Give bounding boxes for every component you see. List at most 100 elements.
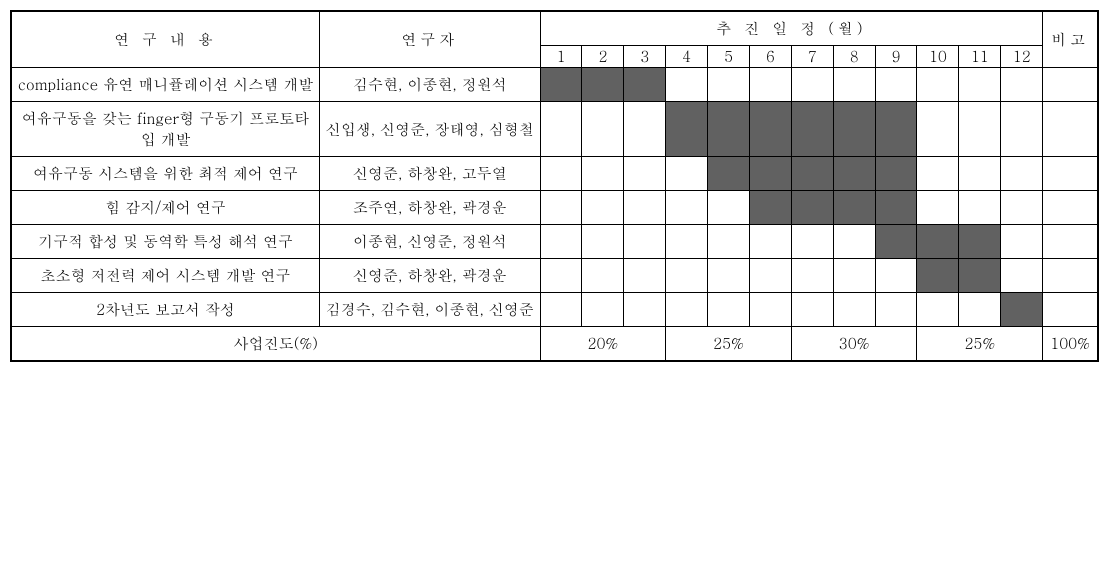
- header-researcher: 연구자: [320, 11, 540, 68]
- gantt-fill-cell: [708, 102, 750, 157]
- gantt-empty-cell: [666, 191, 708, 225]
- gantt-empty-cell: [582, 102, 624, 157]
- month-header: 5: [708, 46, 750, 68]
- month-header: 4: [666, 46, 708, 68]
- row-remark: [1043, 191, 1098, 225]
- gantt-empty-cell: [1001, 102, 1043, 157]
- row-researcher: 신영준, 하창완, 곽경운: [320, 259, 540, 293]
- table-row: 여유구동 시스템을 위한 최적 제어 연구신영준, 하창완, 고두열: [11, 157, 1098, 191]
- gantt-fill-cell: [791, 157, 833, 191]
- gantt-empty-cell: [791, 293, 833, 327]
- table-row: 기구적 합성 및 동역학 특성 해석 연구이종현, 신영준, 정원석: [11, 225, 1098, 259]
- gantt-empty-cell: [540, 293, 582, 327]
- row-remark: [1043, 225, 1098, 259]
- month-header: 7: [791, 46, 833, 68]
- gantt-empty-cell: [708, 191, 750, 225]
- gantt-empty-cell: [917, 68, 959, 102]
- row-content: 여유구동 시스템을 위한 최적 제어 연구: [11, 157, 320, 191]
- month-header: 1: [540, 46, 582, 68]
- month-header: 10: [917, 46, 959, 68]
- month-header: 12: [1001, 46, 1043, 68]
- gantt-empty-cell: [959, 68, 1001, 102]
- row-researcher: 신입생, 신영준, 장태영, 심형철: [320, 102, 540, 157]
- footer-total: 100%: [1043, 327, 1098, 362]
- gantt-empty-cell: [624, 191, 666, 225]
- gantt-empty-cell: [1001, 191, 1043, 225]
- gantt-empty-cell: [708, 293, 750, 327]
- row-researcher: 김경수, 김수현, 이종현, 신영준: [320, 293, 540, 327]
- row-content: 기구적 합성 및 동역학 특성 해석 연구: [11, 225, 320, 259]
- month-header: 2: [582, 46, 624, 68]
- gantt-fill-cell: [624, 68, 666, 102]
- table-row: 초소형 저전력 제어 시스템 개발 연구신영준, 하창완, 곽경운: [11, 259, 1098, 293]
- gantt-empty-cell: [624, 102, 666, 157]
- gantt-fill-cell: [875, 102, 917, 157]
- footer-group-value: 20%: [540, 327, 666, 362]
- row-content: 2차년도 보고서 작성: [11, 293, 320, 327]
- gantt-fill-cell: [708, 157, 750, 191]
- row-remark: [1043, 293, 1098, 327]
- gantt-empty-cell: [791, 225, 833, 259]
- gantt-empty-cell: [959, 102, 1001, 157]
- gantt-fill-cell: [833, 157, 875, 191]
- gantt-empty-cell: [791, 68, 833, 102]
- gantt-empty-cell: [582, 225, 624, 259]
- gantt-empty-cell: [917, 157, 959, 191]
- row-remark: [1043, 259, 1098, 293]
- gantt-fill-cell: [749, 102, 791, 157]
- row-remark: [1043, 157, 1098, 191]
- footer-group-value: 25%: [666, 327, 792, 362]
- gantt-empty-cell: [917, 102, 959, 157]
- gantt-empty-cell: [1001, 68, 1043, 102]
- gantt-empty-cell: [749, 293, 791, 327]
- row-content: 초소형 저전력 제어 시스템 개발 연구: [11, 259, 320, 293]
- table-footer: 사업진도(%) 20% 25% 30% 25% 100%: [11, 327, 1098, 362]
- gantt-empty-cell: [666, 259, 708, 293]
- gantt-empty-cell: [666, 157, 708, 191]
- gantt-empty-cell: [833, 225, 875, 259]
- gantt-fill-cell: [791, 191, 833, 225]
- table-row: 여유구동을 갖는 finger형 구동기 프로토타입 개발신입생, 신영준, 장…: [11, 102, 1098, 157]
- gantt-fill-cell: [875, 191, 917, 225]
- row-content: 힘 감지/제어 연구: [11, 191, 320, 225]
- gantt-empty-cell: [624, 259, 666, 293]
- gantt-empty-cell: [708, 259, 750, 293]
- gantt-empty-cell: [875, 259, 917, 293]
- gantt-empty-cell: [540, 157, 582, 191]
- gantt-empty-cell: [1001, 259, 1043, 293]
- gantt-empty-cell: [624, 225, 666, 259]
- table-row: 2차년도 보고서 작성김경수, 김수현, 이종현, 신영준: [11, 293, 1098, 327]
- table-body: compliance 유연 매니퓰레이션 시스템 개발김수현, 이종현, 정원석…: [11, 68, 1098, 327]
- gantt-empty-cell: [582, 293, 624, 327]
- row-researcher: 김수현, 이종현, 정원석: [320, 68, 540, 102]
- gantt-empty-cell: [666, 68, 708, 102]
- gantt-empty-cell: [791, 259, 833, 293]
- gantt-empty-cell: [833, 259, 875, 293]
- gantt-fill-cell: [959, 225, 1001, 259]
- month-header: 11: [959, 46, 1001, 68]
- gantt-empty-cell: [917, 191, 959, 225]
- gantt-empty-cell: [959, 157, 1001, 191]
- gantt-empty-cell: [749, 225, 791, 259]
- row-researcher: 이종현, 신영준, 정원석: [320, 225, 540, 259]
- gantt-empty-cell: [749, 259, 791, 293]
- gantt-empty-cell: [582, 259, 624, 293]
- gantt-empty-cell: [749, 68, 791, 102]
- row-remark: [1043, 102, 1098, 157]
- gantt-empty-cell: [833, 293, 875, 327]
- gantt-fill-cell: [749, 157, 791, 191]
- table-row: compliance 유연 매니퓰레이션 시스템 개발김수현, 이종현, 정원석: [11, 68, 1098, 102]
- header-remark: 비고: [1043, 11, 1098, 68]
- gantt-empty-cell: [540, 225, 582, 259]
- gantt-empty-cell: [540, 102, 582, 157]
- month-header: 3: [624, 46, 666, 68]
- gantt-empty-cell: [708, 68, 750, 102]
- gantt-empty-cell: [708, 225, 750, 259]
- footer-group-value: 30%: [791, 327, 917, 362]
- row-content: compliance 유연 매니퓰레이션 시스템 개발: [11, 68, 320, 102]
- gantt-fill-cell: [959, 259, 1001, 293]
- month-header: 8: [833, 46, 875, 68]
- footer-label: 사업진도(%): [11, 327, 540, 362]
- gantt-empty-cell: [917, 293, 959, 327]
- gantt-empty-cell: [1001, 157, 1043, 191]
